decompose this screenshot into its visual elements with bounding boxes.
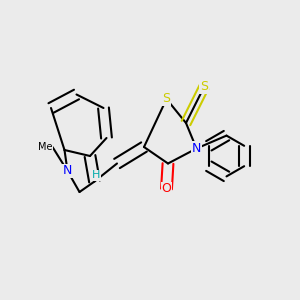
Text: S: S bbox=[200, 80, 208, 94]
Text: S: S bbox=[163, 92, 170, 106]
Text: H: H bbox=[92, 170, 100, 181]
Text: N: N bbox=[192, 142, 201, 155]
Text: O: O bbox=[162, 182, 171, 196]
Text: N: N bbox=[63, 164, 72, 178]
Text: Me: Me bbox=[38, 142, 52, 152]
